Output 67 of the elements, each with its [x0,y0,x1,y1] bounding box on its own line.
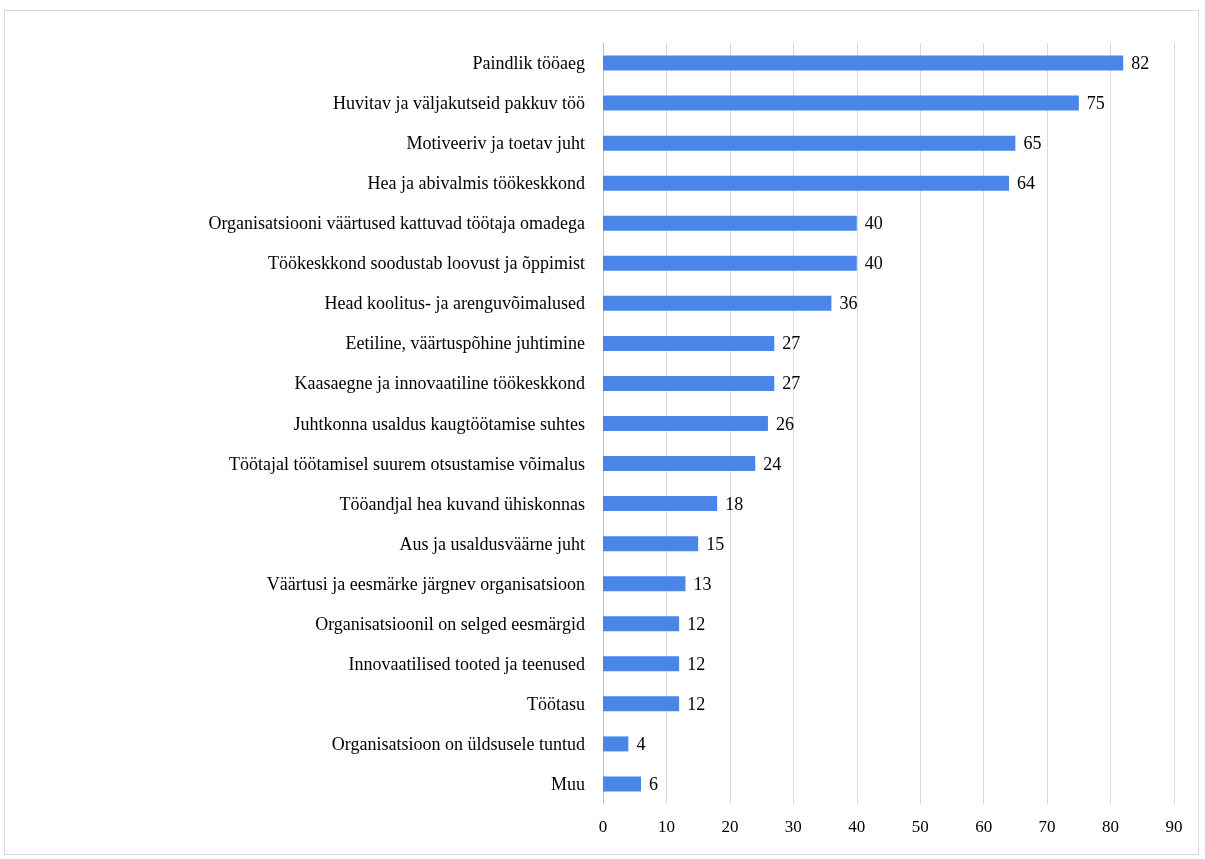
y-tick-label: Huvitav ja väljakutseid pakkuv töö [333,93,585,114]
bar [603,335,775,351]
bar [603,656,680,672]
data-label: 13 [693,573,712,594]
bar [603,416,768,431]
bar [603,175,1010,191]
bar [603,576,686,592]
bar [603,496,718,512]
x-tick-label: 90 [1165,817,1183,836]
bar [603,215,857,231]
bar [603,536,699,552]
y-tick-label: Töötajal töötamisel suurem otsustamise võimalus [229,453,585,474]
bar [603,616,680,632]
data-label: 40 [864,253,883,274]
y-tick-label: Motiveeriv ja toetav juht [406,133,585,154]
data-label: 26 [775,413,794,434]
y-tick-label: Kaasaegne ja innovaatiline töökeskkond [294,373,585,394]
y-tick-label: Väärtusi ja eesmärke järgnev organisatsioon [266,573,585,594]
data-label: 65 [1023,133,1042,154]
bar [603,696,680,712]
data-label: 40 [864,213,883,234]
y-tick-label: Eetiline, väärtuspõhine juhtimine [345,333,585,354]
x-tick-label: 70 [1038,817,1056,836]
x-tick-label: 30 [784,817,802,836]
data-label: 12 [687,613,706,634]
bar [603,776,642,792]
bar [603,736,629,752]
y-tick-label: Tööandjal hea kuvand ühiskonnas [339,493,585,514]
data-label: 27 [782,333,801,354]
x-tick-label: 40 [848,817,866,836]
bar [603,295,832,311]
x-tick-label: 80 [1102,817,1120,836]
data-label: 75 [1086,93,1105,114]
y-tick-label: Organisatsioon on üldsusele tuntud [331,733,585,754]
data-label: 4 [636,733,646,754]
y-tick-label: Organisatsiooni väärtused kattuvad töötaja omadega [208,213,586,234]
data-label: 82 [1131,53,1150,74]
y-tick-label: Muu [550,773,585,794]
data-label: 12 [687,653,706,674]
x-tick-label: 60 [975,817,993,836]
y-tick-label: Head koolitus- ja arenguvõimalused [324,293,585,314]
data-label: 36 [839,293,858,314]
x-tick-label: 50 [911,817,929,836]
y-tick-label: Innovaatilised tooted ja teenused [348,653,585,674]
y-tick-label: Töökeskkond soodustab loovust ja õppimist [268,253,585,274]
y-tick-label: Aus ja usaldusväärne juht [399,533,585,554]
y-tick-label: Töötasu [527,693,585,714]
bar [603,135,1016,151]
bar [603,55,1124,71]
y-tick-label: Paindlik tööaeg [472,53,585,74]
bar [603,375,775,391]
data-label: 6 [649,773,659,794]
data-label: 15 [706,533,725,554]
data-label: 12 [687,693,706,714]
data-label: 24 [763,453,782,474]
x-tick-label: 10 [657,817,675,836]
bar [603,95,1079,111]
bar [603,255,857,271]
bar [603,456,756,472]
x-tick-label: 0 [598,817,608,836]
x-tick-label: 20 [721,817,739,836]
y-tick-label: Juhtkonna usaldus kaugtöötamise suhtes [293,413,585,434]
y-tick-label: Hea ja abivalmis töökeskkond [367,173,585,194]
y-tick-label: Organisatsioonil on selged eesmärgid [315,613,585,634]
data-label: 18 [725,493,744,514]
data-label: 27 [782,373,801,394]
data-label: 64 [1017,173,1036,194]
